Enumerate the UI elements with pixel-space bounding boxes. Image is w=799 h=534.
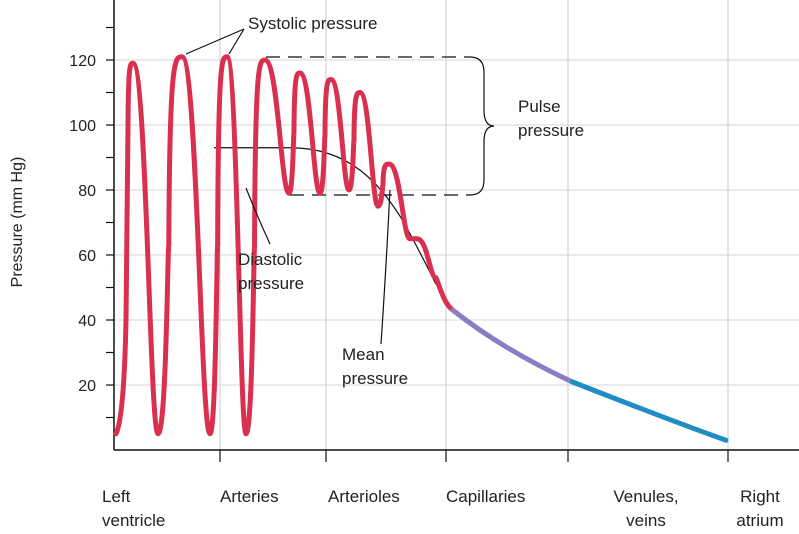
series-venous-pressure-line bbox=[569, 379, 729, 443]
diastolic-pressure-line-2: pressure bbox=[238, 274, 304, 293]
mean-pressure-line-1: Mean bbox=[342, 345, 385, 364]
pulse-pressure-line-1: Pulse bbox=[518, 97, 561, 116]
y-tick-label: 40 bbox=[78, 313, 96, 330]
x-category-label: ventricle bbox=[102, 511, 165, 530]
x-category-label: Right bbox=[740, 487, 780, 506]
x-category-label: Arterioles bbox=[328, 487, 400, 506]
y-tick-label: 100 bbox=[69, 118, 96, 135]
y-tick-label: 80 bbox=[78, 183, 96, 200]
series-capillary-pressure-line bbox=[450, 307, 575, 385]
systolic-pressure-label: Systolic pressure bbox=[248, 14, 377, 33]
x-category-label: Arteries bbox=[220, 487, 279, 506]
x-category-label: Venules, bbox=[613, 487, 678, 506]
x-category-label: veins bbox=[626, 511, 666, 530]
diastolic-pressure-label: Diastolic pressure bbox=[238, 250, 307, 293]
y-tick-label: 60 bbox=[78, 248, 96, 265]
mean-pressure-line-2: pressure bbox=[342, 369, 408, 388]
x-category-label: Left bbox=[102, 487, 131, 506]
x-category-label: Capillaries bbox=[446, 487, 525, 506]
x-category-label: atrium bbox=[736, 511, 783, 530]
axes bbox=[113, 0, 799, 451]
pulse-pressure-line-2: pressure bbox=[518, 121, 584, 140]
y-tick-label: 120 bbox=[69, 53, 96, 70]
pulse-pressure-label: Pulse pressure bbox=[518, 97, 584, 140]
series-arterial-pressure-line bbox=[113, 54, 456, 437]
diastolic-pressure-line-1: Diastolic bbox=[238, 250, 303, 269]
annotation-leader-lines bbox=[185, 28, 391, 345]
y-tick-label: 20 bbox=[78, 378, 96, 395]
y-axis-label: Pressure (mm Hg) bbox=[9, 157, 26, 288]
mean-pressure-label: Mean pressure bbox=[342, 345, 408, 388]
x-category-labels: Left ventricle Arteries Arterioles Capillari… bbox=[102, 487, 784, 530]
mean-pressure-curve bbox=[214, 147, 437, 285]
y-ticks: 20 40 60 80 100 120 bbox=[69, 26, 729, 462]
pulse-pressure-bracket bbox=[266, 56, 495, 196]
